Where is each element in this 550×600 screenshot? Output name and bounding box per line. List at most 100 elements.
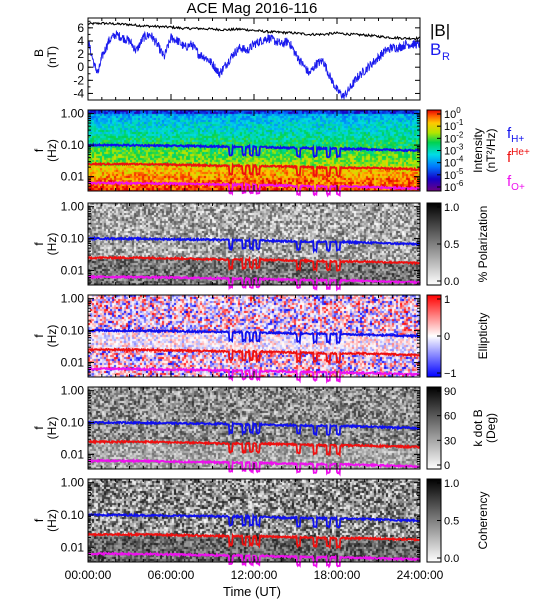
colorbar-tick-exponent: -3 xyxy=(456,143,464,152)
colorbar-tick-label: 0 xyxy=(444,331,450,343)
legend-fHe-script: He+ xyxy=(511,147,530,158)
colorbar-tick-exponent: -5 xyxy=(456,167,464,176)
legend-babs: |B| xyxy=(430,21,450,40)
legend-fH: fH+ xyxy=(507,125,524,145)
kdotb-panel: 1.00 0.10 0.01 f (Hz) 90 60 30 0 k dot B (Deg) xyxy=(32,384,498,477)
legend-fO: fO+ xyxy=(507,173,525,193)
colorbar-tick-label: 60 xyxy=(444,411,456,423)
y-tick-label: 1.00 xyxy=(61,384,85,398)
y-tick-label: 0.10 xyxy=(61,138,85,152)
polarization-y-unit: (Hz) xyxy=(45,233,59,256)
series-line-babs xyxy=(87,21,421,41)
y-tick-label: 1.00 xyxy=(61,107,85,121)
kdotb-colorbar xyxy=(426,386,442,470)
x-tick-label: 12:00:00 xyxy=(231,568,278,582)
colorbar-tick-label: 1.0 xyxy=(444,478,459,490)
gyrofrequency-line-fHe xyxy=(87,161,421,179)
polarization-panel: 1.00 0.10 0.01 f (Hz) 1.0 0.5 0.0 % Polarization xyxy=(32,200,490,292)
gyrofrequency-line-fHe xyxy=(87,438,421,458)
kdotb-colorbar-label: k dot B xyxy=(471,409,485,446)
polarization-spectrogram xyxy=(88,203,420,285)
y-tick-label: 2 xyxy=(77,47,84,61)
y-tick-label: 0.10 xyxy=(61,324,85,338)
gyrofrequency-line-fH xyxy=(87,512,421,529)
polarization-colorbar-label: % Polarization xyxy=(476,206,490,283)
legend-fH-script: H+ xyxy=(511,134,524,145)
y-tick-label: 0.01 xyxy=(61,263,85,277)
colorbar-tick-label: 0.5 xyxy=(444,239,459,251)
kdotb-spectrogram xyxy=(88,387,420,469)
intensity-colorbar-unit: (nT²/Hz) xyxy=(484,129,498,173)
gyrofrequency-line-fH xyxy=(87,419,421,437)
kdotb-colorbar-unit: (Deg) xyxy=(484,413,498,443)
legend-br: B xyxy=(430,40,441,59)
colorbar-tick-label: 0 xyxy=(444,460,450,472)
intensity-panel: 1.000.100.01f (Hz)10010-110-210-310-410-5… xyxy=(32,106,530,198)
y-tick-label: 1.00 xyxy=(61,200,85,214)
intensity-colorbar-label: Intensity xyxy=(471,128,485,173)
x-tick-label: 00:00:00 xyxy=(65,568,112,582)
colorbar-tick-exponent: 0 xyxy=(456,106,461,115)
legend-fHe: fHe+ xyxy=(507,147,530,166)
gyrofrequency-line-fHe xyxy=(87,346,421,366)
colorbar-tick-label: −1 xyxy=(444,368,457,380)
x-tick-label: 18:00:00 xyxy=(314,568,361,582)
ellipticity-y-unit: (Hz) xyxy=(45,325,59,348)
coherency-colorbar-label: Coherency xyxy=(476,491,490,549)
legend-br-subscript: R xyxy=(442,51,450,63)
field-y-unit: (nT) xyxy=(45,46,59,68)
ellipticity-panel: 1.00 0.10 0.01 f (Hz) 1 0 −1 Ellipticity xyxy=(32,292,490,384)
gyrofrequency-line-fH xyxy=(87,142,421,159)
y-tick-label: 4 xyxy=(77,34,84,48)
colorbar-tick-label: 1 xyxy=(444,294,450,306)
y-tick-label: 0.01 xyxy=(61,355,85,369)
colorbar-tick-label: 1.0 xyxy=(444,202,459,214)
y-tick-label: 0 xyxy=(77,60,84,74)
coherency-y-label: f xyxy=(32,518,46,522)
intensity-spectrogram xyxy=(88,110,420,191)
y-tick-label: -4 xyxy=(73,86,84,100)
kdotb-y-unit: (Hz) xyxy=(45,417,59,440)
x-tick-label: 24:00:00 xyxy=(397,568,444,582)
gyrofrequency-line-fH xyxy=(87,328,421,346)
polarization-y-label: f xyxy=(32,242,46,246)
ellipticity-colorbar-label: Ellipticity xyxy=(476,313,490,360)
time-axis: 00:00:00 06:00:00 12:00:00 18:00:00 24:00:00 xyxy=(65,568,444,582)
y-tick-label: 0.01 xyxy=(61,170,85,184)
colorbar-tick-label: 30 xyxy=(444,435,456,447)
intensity-y-unit: (Hz) xyxy=(45,139,59,162)
colorbar-tick-label: 10-6 xyxy=(444,179,464,194)
y-tick-label: 1.00 xyxy=(61,292,85,306)
gyrofrequency-line-fH xyxy=(87,235,421,254)
colorbar-tick-label: 0.5 xyxy=(444,516,459,528)
colorbar-tick-exponent: -2 xyxy=(456,130,464,139)
field-y-label: B xyxy=(32,49,46,57)
y-tick-label: 1.00 xyxy=(61,476,85,490)
y-tick-label: 0.10 xyxy=(61,232,85,246)
y-tick-label: 0.10 xyxy=(61,416,85,430)
ellipticity-y-label: f xyxy=(32,334,46,338)
x-axis-label: Time (UT) xyxy=(223,584,281,599)
intensity-y-label: f xyxy=(32,148,46,152)
y-tick-label: -2 xyxy=(73,73,84,87)
gyrofrequency-line-fHe xyxy=(87,531,421,550)
kdotb-y-label: f xyxy=(32,426,46,430)
y-tick-label: 0.01 xyxy=(61,540,85,554)
gyrofrequency-line-fHe xyxy=(87,255,421,273)
y-tick-label: 0.10 xyxy=(61,508,85,522)
y-tick-label: 0.01 xyxy=(61,447,85,461)
colorbar-tick-exponent: -6 xyxy=(456,179,464,188)
coherency-panel: 1.00 0.10 0.01 f (Hz) 1.0 0.5 0.0 Coherency xyxy=(32,476,490,569)
colorbar-tick-label: 0.0 xyxy=(444,553,459,565)
series-line-br xyxy=(87,30,421,100)
coherency-y-unit: (Hz) xyxy=(45,509,59,532)
legend-fO-script: O+ xyxy=(511,182,525,193)
colorbar-tick-exponent: -1 xyxy=(456,118,464,127)
y-tick-label: 6 xyxy=(77,21,84,35)
colorbar-tick-exponent: -4 xyxy=(456,155,464,164)
colorbar-tick-label: 0.0 xyxy=(444,276,459,288)
chart-title: ACE Mag 2016-116 xyxy=(187,0,318,17)
x-tick-label: 06:00:00 xyxy=(148,568,195,582)
